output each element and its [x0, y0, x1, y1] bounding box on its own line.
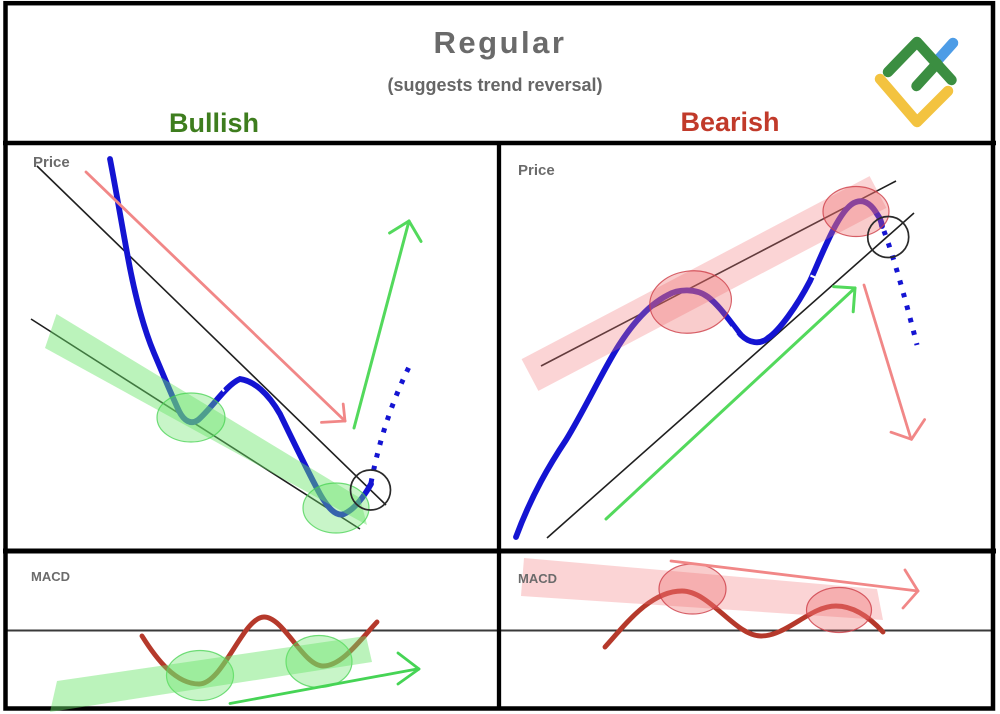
svg-text:MACD: MACD: [31, 569, 70, 584]
svg-text:(suggests trend reversal): (suggests trend reversal): [387, 75, 602, 95]
svg-text:Regular: Regular: [434, 25, 567, 60]
svg-text:Price: Price: [33, 154, 70, 171]
svg-text:Price: Price: [518, 162, 555, 179]
svg-text:Bearish: Bearish: [680, 107, 779, 137]
svg-text:Bullish: Bullish: [169, 108, 259, 138]
svg-text:MACD: MACD: [518, 571, 557, 586]
